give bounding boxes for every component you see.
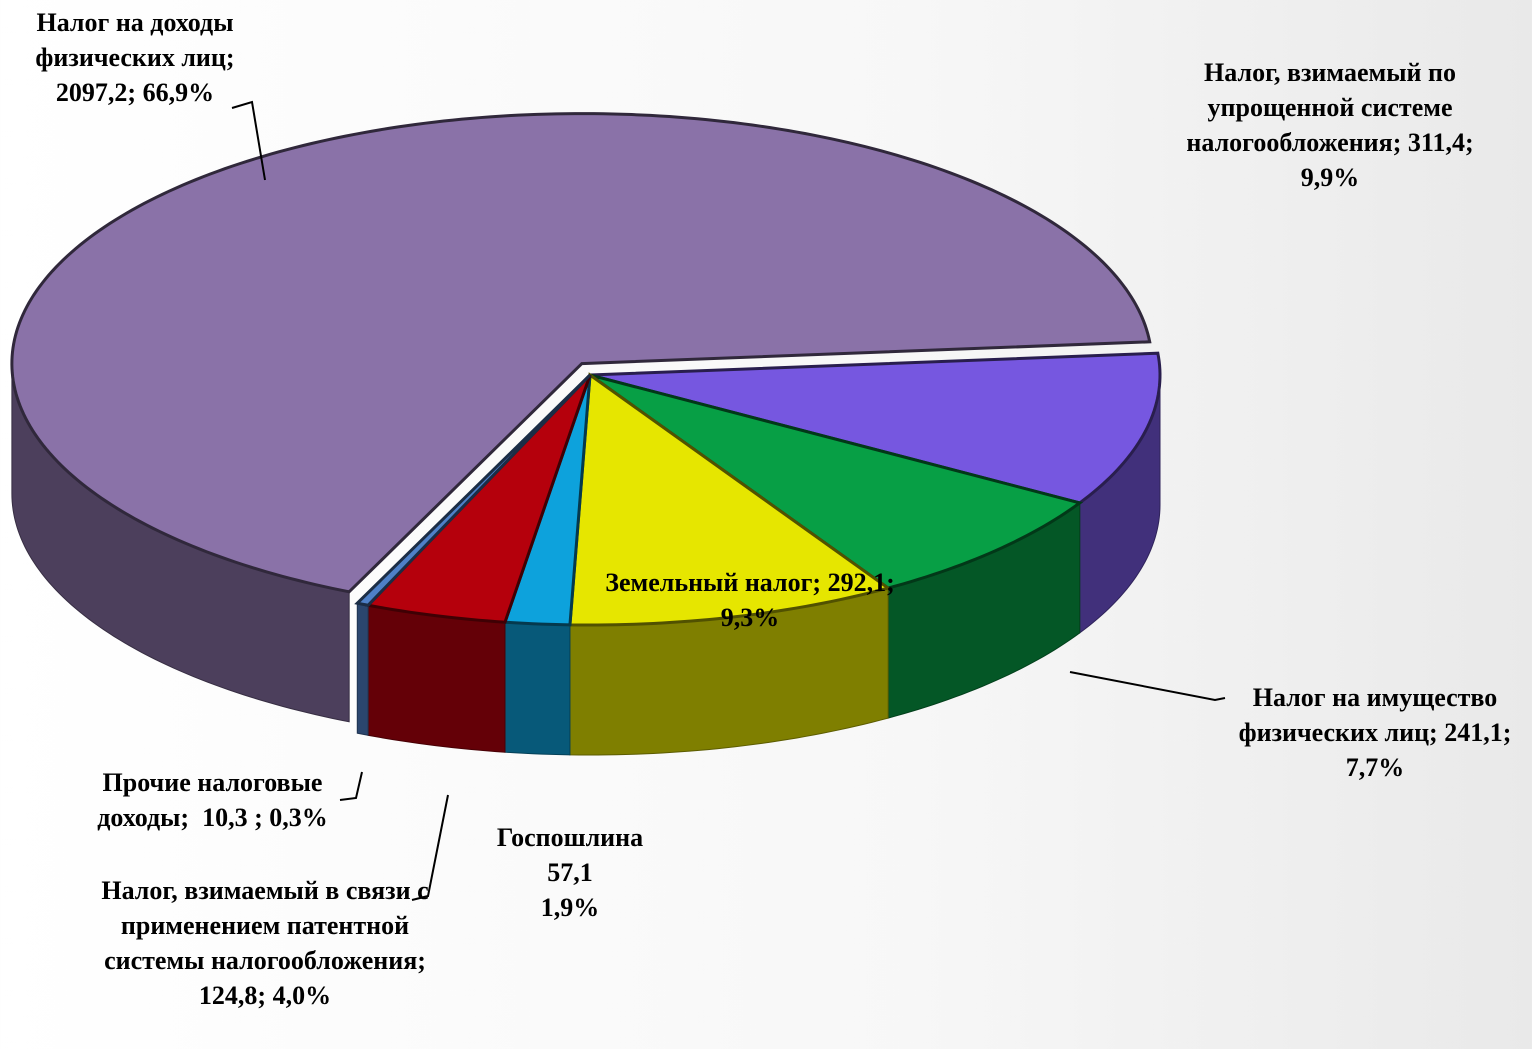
category-label: Налог, взимаемый в связи с применением п… (101, 876, 429, 975)
slice-side (504, 621, 571, 756)
slice (589, 351, 1162, 505)
slice (589, 373, 1084, 590)
slice (354, 373, 592, 607)
value-label: 10,3 ; 0,3% (202, 803, 328, 832)
leader-lines (231, 100, 1226, 901)
value-label: 311,4; 9,9% (1300, 128, 1474, 192)
value-label: 2097,2; 66,9% (55, 78, 215, 107)
slice (365, 373, 592, 624)
pie (10, 112, 1162, 756)
data-label: Налог, взимаемый по упрощенной системе н… (1160, 55, 1500, 195)
slice (568, 372, 892, 627)
category-label: Прочие налоговые доходы; (97, 768, 323, 832)
leader-line (411, 794, 449, 901)
category-label: Госпошлина (496, 823, 644, 852)
value-label: 57,1 1,9% (540, 858, 600, 922)
data-label: Госпошлина 57,1 1,9% (470, 820, 670, 925)
data-label: Налог на доходы физических лиц; 2097,2; … (5, 5, 265, 110)
value-label: 124,8; 4,0% (198, 981, 332, 1010)
data-label: Налог на имущество физических лиц; 241,1… (1215, 680, 1532, 785)
leader-line (231, 100, 266, 181)
slice-side (367, 604, 506, 753)
category-label: Налог на имущество физических лиц; (1238, 683, 1498, 747)
category-label: Налог на доходы физических лиц; (35, 8, 235, 72)
data-label: Налог, взимаемый в связи с применением п… (95, 873, 435, 1013)
data-label: Прочие налоговые доходы; 10,3 ; 0,3% (55, 765, 370, 835)
slice (10, 112, 1152, 594)
data-label: Земельный налог; 292,1; 9,3% (600, 565, 900, 635)
category-label: Налог, взимаемый по упрощенной системе н… (1186, 58, 1456, 157)
slice-side (356, 602, 369, 736)
leader-line (339, 771, 363, 801)
value-label: 241,1; 7,7% (1345, 718, 1512, 782)
category-label: Земельный налог; (605, 568, 822, 597)
value-label: 292,1; 9,3% (720, 568, 895, 632)
leader-line (1069, 671, 1226, 702)
